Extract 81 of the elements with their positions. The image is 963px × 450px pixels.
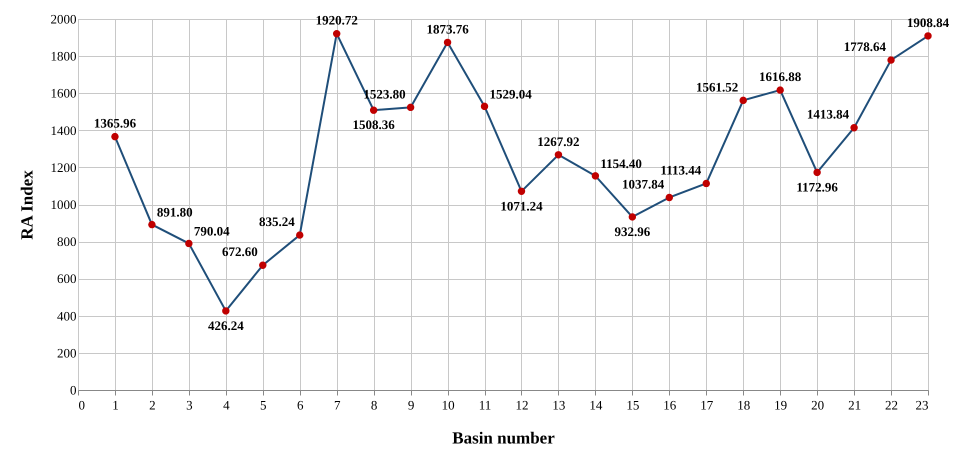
point	[370, 106, 378, 114]
x-tick-label: 1	[112, 398, 119, 412]
point	[776, 86, 784, 94]
data-label: 1920.72	[316, 12, 358, 28]
x-tick-label: 22	[885, 398, 898, 412]
data-label: 1616.88	[759, 69, 802, 84]
x-tick-label: 15	[626, 398, 640, 412]
data-label: 1113.44	[660, 162, 702, 178]
y-tick-label: 600	[57, 271, 76, 286]
x-tick-label: 10	[442, 398, 455, 412]
point	[554, 151, 562, 158]
x-tick-label: 5	[260, 398, 267, 412]
x-tick-label: 20	[811, 398, 824, 412]
data-label: 835.24	[258, 214, 296, 230]
x-axis-title: Basin number	[452, 428, 556, 448]
point	[924, 32, 932, 40]
y-tick-label: 800	[57, 234, 76, 250]
point	[332, 30, 340, 38]
y-tick-label: 400	[57, 308, 76, 324]
data-label: 1778.64	[844, 39, 887, 54]
x-tick-label: 8	[370, 398, 378, 412]
point	[222, 307, 230, 315]
x-tick-label: 4	[223, 398, 230, 412]
x-tick-label: 12	[515, 398, 528, 412]
point	[887, 56, 895, 64]
data-label: 426.24	[208, 318, 244, 333]
data-label: 1873.76	[426, 21, 470, 36]
x-tick-label: 18	[737, 398, 750, 412]
point	[296, 231, 304, 239]
data-label: 1267.92	[537, 134, 580, 149]
data-label: 891.80	[156, 204, 193, 220]
data-label: 790.04	[194, 223, 230, 238]
x-tick-label: 21	[848, 398, 862, 412]
point	[813, 168, 821, 176]
point	[518, 188, 526, 195]
x-tick-label: 14	[589, 398, 603, 412]
point	[111, 132, 119, 140]
data-label: 1908.84	[906, 14, 950, 30]
point	[740, 96, 747, 104]
y-tick-label: 1200	[50, 160, 76, 175]
x-tick-label: 16	[663, 398, 677, 412]
x-tick-label: 19	[774, 398, 788, 412]
x-tick-label: 3	[186, 398, 193, 412]
y-tick-label: 200	[57, 345, 76, 360]
data-label: 672.60	[222, 244, 258, 260]
data-label: 1508.36	[352, 117, 396, 132]
data-label: 1037.84	[622, 176, 665, 192]
point	[666, 194, 674, 202]
data-label: 1172.96	[796, 179, 838, 194]
y-tick-label: 0	[70, 382, 76, 398]
y-axis-title: RA Index	[18, 170, 36, 240]
data-label: 1561.52	[696, 79, 738, 94]
point	[444, 38, 452, 46]
point	[480, 102, 488, 110]
point	[702, 180, 710, 188]
x-tick-label: 6	[296, 398, 304, 412]
x-tick-label: 2	[149, 398, 156, 412]
y-tick-label: 1600	[50, 86, 76, 101]
point	[850, 124, 858, 132]
x-tick-label: 9	[408, 398, 414, 412]
data-label: 1154.40	[600, 156, 642, 171]
data-label: 1413.84	[806, 106, 850, 122]
x-tick-label: 7	[334, 398, 341, 412]
y-tick-label: 1400	[50, 122, 76, 138]
data-label: 1071.24	[500, 198, 544, 214]
point	[592, 172, 600, 180]
point	[148, 220, 156, 228]
point	[628, 213, 636, 221]
x-tick-label: 23	[916, 398, 928, 412]
y-tick-label: 2000	[50, 12, 76, 26]
data-label: 1529.04	[490, 86, 532, 102]
point	[406, 104, 414, 112]
x-tick-label: 11	[478, 398, 492, 412]
data-label: 932.96	[614, 224, 651, 239]
data-label: 1365.96	[94, 116, 137, 131]
y-tick-label: 1800	[50, 48, 76, 64]
x-tick-label: 17	[700, 398, 714, 412]
point	[259, 262, 266, 269]
point	[185, 240, 193, 248]
y-tick-label: 1000	[50, 197, 76, 212]
x-tick-label: 13	[552, 398, 566, 412]
